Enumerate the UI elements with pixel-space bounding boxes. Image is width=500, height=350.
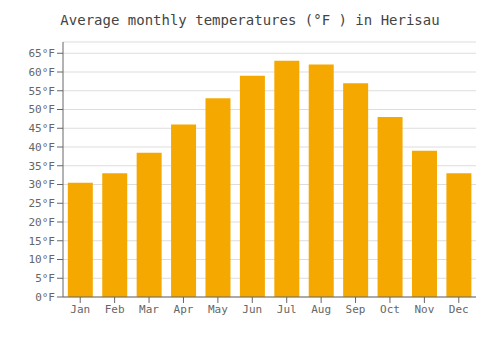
svg-text:25°F: 25°F	[29, 197, 56, 210]
svg-text:Oct: Oct	[380, 303, 400, 316]
svg-text:Dec: Dec	[449, 303, 469, 316]
svg-text:55°F: 55°F	[29, 85, 56, 98]
svg-text:20°F: 20°F	[29, 216, 56, 229]
svg-text:35°F: 35°F	[29, 160, 56, 173]
svg-text:65°F: 65°F	[29, 47, 56, 60]
svg-text:Sep: Sep	[346, 303, 366, 316]
svg-text:60°F: 60°F	[29, 66, 56, 79]
svg-text:40°F: 40°F	[29, 141, 56, 154]
svg-text:Feb: Feb	[105, 303, 125, 316]
svg-text:Aug: Aug	[311, 303, 331, 316]
svg-text:Apr: Apr	[174, 303, 194, 316]
svg-text:5°F: 5°F	[35, 272, 55, 285]
html-text:Average monthly temperatures (: Average monthly temperatures (°F ) in He…	[60, 12, 440, 28]
svg-text:Mar: Mar	[139, 303, 159, 316]
svg-text:50°F: 50°F	[29, 103, 56, 116]
svg-text:0°F: 0°F	[35, 291, 55, 304]
svg-text:30°F: 30°F	[29, 178, 56, 191]
svg-text:Nov: Nov	[414, 303, 434, 316]
svg-text:10°F: 10°F	[29, 253, 56, 266]
svg-text:Jun: Jun	[242, 303, 262, 316]
svg-text:Jan: Jan	[70, 303, 90, 316]
svg-text:Jul: Jul	[277, 303, 297, 316]
svg-text:May: May	[208, 303, 228, 316]
svg-text:45°F: 45°F	[29, 122, 56, 135]
svg-text:15°F: 15°F	[29, 235, 56, 248]
